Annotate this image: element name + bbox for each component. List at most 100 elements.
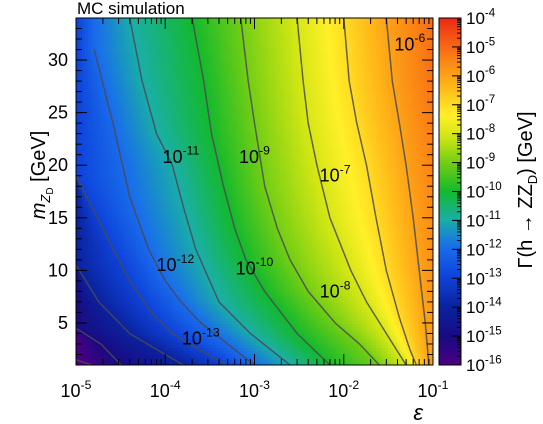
- heatmap-cell: [427, 123, 431, 127]
- heatmap-cell: [301, 33, 305, 37]
- heatmap-cell: [109, 117, 113, 121]
- heatmap-cell: [127, 117, 131, 121]
- heatmap-cell: [193, 129, 197, 133]
- heatmap-cell: [295, 123, 299, 127]
- heatmap-cell: [319, 54, 323, 58]
- heatmap-cell: [109, 69, 113, 73]
- heatmap-cell: [412, 30, 416, 34]
- heatmap-cell: [415, 39, 419, 43]
- heatmap-cell: [385, 30, 389, 34]
- heatmap-cell: [406, 114, 410, 118]
- heatmap-cell: [190, 138, 194, 142]
- heatmap-cell: [79, 18, 83, 22]
- heatmap-cell: [109, 123, 113, 127]
- heatmap-cell: [145, 36, 149, 40]
- heatmap-cell: [157, 126, 161, 130]
- heatmap-cell: [304, 63, 308, 67]
- heatmap-cell: [364, 111, 368, 115]
- heatmap-cell: [358, 66, 362, 70]
- heatmap-cell: [397, 51, 401, 55]
- heatmap-cell: [397, 81, 401, 85]
- heatmap-cell: [100, 51, 104, 55]
- heatmap-cell: [76, 84, 80, 88]
- heatmap-cell: [322, 93, 326, 97]
- heatmap-cell: [151, 138, 155, 142]
- heatmap-cell: [85, 69, 89, 73]
- heatmap-cell: [202, 132, 206, 136]
- heatmap-cell: [181, 33, 185, 37]
- heatmap-cell: [232, 102, 236, 106]
- heatmap-cell: [412, 102, 416, 106]
- heatmap-cell: [193, 87, 197, 91]
- heatmap-cell: [295, 96, 299, 100]
- heatmap-cell: [319, 33, 323, 37]
- heatmap-cell: [304, 87, 308, 91]
- heatmap-cell: [124, 102, 128, 106]
- heatmap-cell: [259, 114, 263, 118]
- heatmap-cell: [346, 51, 350, 55]
- heatmap-cell: [331, 39, 335, 43]
- heatmap-cell: [283, 81, 287, 85]
- heatmap-cell: [184, 93, 188, 97]
- heatmap-cell: [268, 105, 272, 109]
- heatmap-cell: [148, 81, 152, 85]
- heatmap-cell: [334, 99, 338, 103]
- heatmap-cell: [373, 48, 377, 52]
- heatmap-cell: [250, 108, 254, 112]
- heatmap-cell: [145, 69, 149, 73]
- heatmap-cell: [244, 96, 248, 100]
- heatmap-cell: [388, 69, 392, 73]
- heatmap-cell: [382, 87, 386, 91]
- heatmap-cell: [259, 126, 263, 130]
- heatmap-cell: [388, 99, 392, 103]
- heatmap-cell: [298, 111, 302, 115]
- heatmap-cell: [88, 60, 92, 64]
- heatmap-cell: [373, 54, 377, 58]
- heatmap-cell: [175, 126, 179, 130]
- heatmap-cell: [403, 99, 407, 103]
- heatmap-cell: [184, 87, 188, 91]
- heatmap-cell: [415, 75, 419, 79]
- heatmap-cell: [400, 93, 404, 97]
- heatmap-cell: [154, 108, 158, 112]
- heatmap-cell: [202, 75, 206, 79]
- heatmap-cell: [427, 63, 431, 67]
- heatmap-cell: [286, 117, 290, 121]
- heatmap-cell: [91, 42, 95, 46]
- heatmap-cell: [421, 69, 425, 73]
- heatmap-cell: [121, 93, 125, 97]
- heatmap-cell: [115, 51, 119, 55]
- heatmap-cell: [292, 111, 296, 115]
- heatmap-cell: [304, 21, 308, 25]
- heatmap-cell: [112, 99, 116, 103]
- heatmap-cell: [370, 30, 374, 34]
- heatmap-cell: [91, 81, 95, 85]
- heatmap-cell: [271, 45, 275, 49]
- heatmap-cell: [382, 129, 386, 133]
- heatmap-cell: [124, 63, 128, 67]
- heatmap-cell: [364, 18, 368, 22]
- heatmap-cell: [205, 51, 209, 55]
- heatmap-cell: [373, 120, 377, 124]
- heatmap-cell: [259, 48, 263, 52]
- heatmap-cell: [337, 27, 341, 31]
- heatmap-cell: [271, 48, 275, 52]
- heatmap-cell: [223, 123, 227, 127]
- heatmap-cell: [310, 102, 314, 106]
- heatmap-cell: [76, 141, 80, 145]
- heatmap-cell: [391, 27, 395, 31]
- heatmap-cell: [79, 138, 83, 142]
- heatmap-cell: [136, 102, 140, 106]
- heatmap-cell: [370, 129, 374, 133]
- heatmap-cell: [208, 30, 212, 34]
- heatmap-cell: [373, 141, 377, 145]
- heatmap-cell: [94, 63, 98, 67]
- heatmap-cell: [223, 141, 227, 145]
- heatmap-cell: [364, 42, 368, 46]
- heatmap-cell: [139, 126, 143, 130]
- heatmap-cell: [247, 135, 251, 139]
- heatmap-cell: [118, 105, 122, 109]
- heatmap-cell: [241, 72, 245, 76]
- heatmap-cell: [427, 93, 431, 97]
- heatmap-cell: [184, 42, 188, 46]
